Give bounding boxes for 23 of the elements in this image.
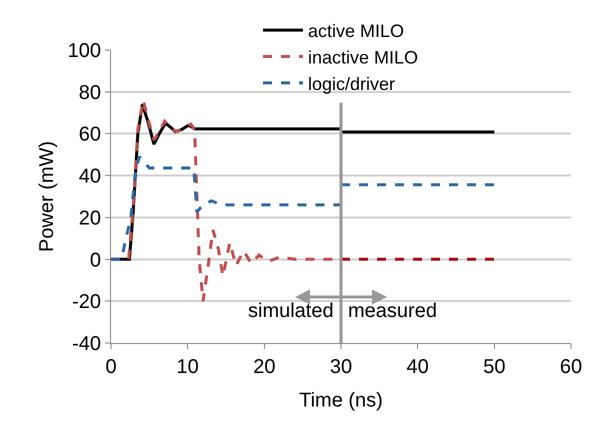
y-tick-label: -40 [72, 333, 101, 355]
x-tick-label: 0 [105, 356, 117, 378]
x-tick-label: 40 [406, 356, 429, 378]
x-tick-label: 30 [330, 356, 352, 378]
x-axis-title: Time (ns) [299, 390, 383, 412]
annotation: simulated [248, 300, 334, 322]
legend-label: active MILO [308, 21, 404, 42]
line-series [111, 155, 342, 261]
y-tick-label: -20 [72, 291, 101, 314]
x-tick-label: 20 [253, 356, 276, 378]
y-tick-label: 40 [78, 166, 101, 188]
x-tick-label: 60 [560, 356, 582, 378]
y-tick-label: 100 [68, 40, 101, 62]
legend-label: inactive MILO [308, 48, 418, 68]
x-tick-label: 50 [483, 356, 506, 378]
legend-label: logic/driver [308, 74, 396, 94]
y-tick-label: 60 [78, 124, 101, 146]
y-tick-label: 0 [90, 249, 101, 272]
y-axis-title: Power (mW) [36, 140, 58, 252]
y-tick-label: 20 [78, 207, 101, 230]
annotation: measured [348, 300, 437, 322]
y-tick-label: 80 [78, 82, 101, 104]
x-tick-label: 10 [176, 356, 199, 378]
